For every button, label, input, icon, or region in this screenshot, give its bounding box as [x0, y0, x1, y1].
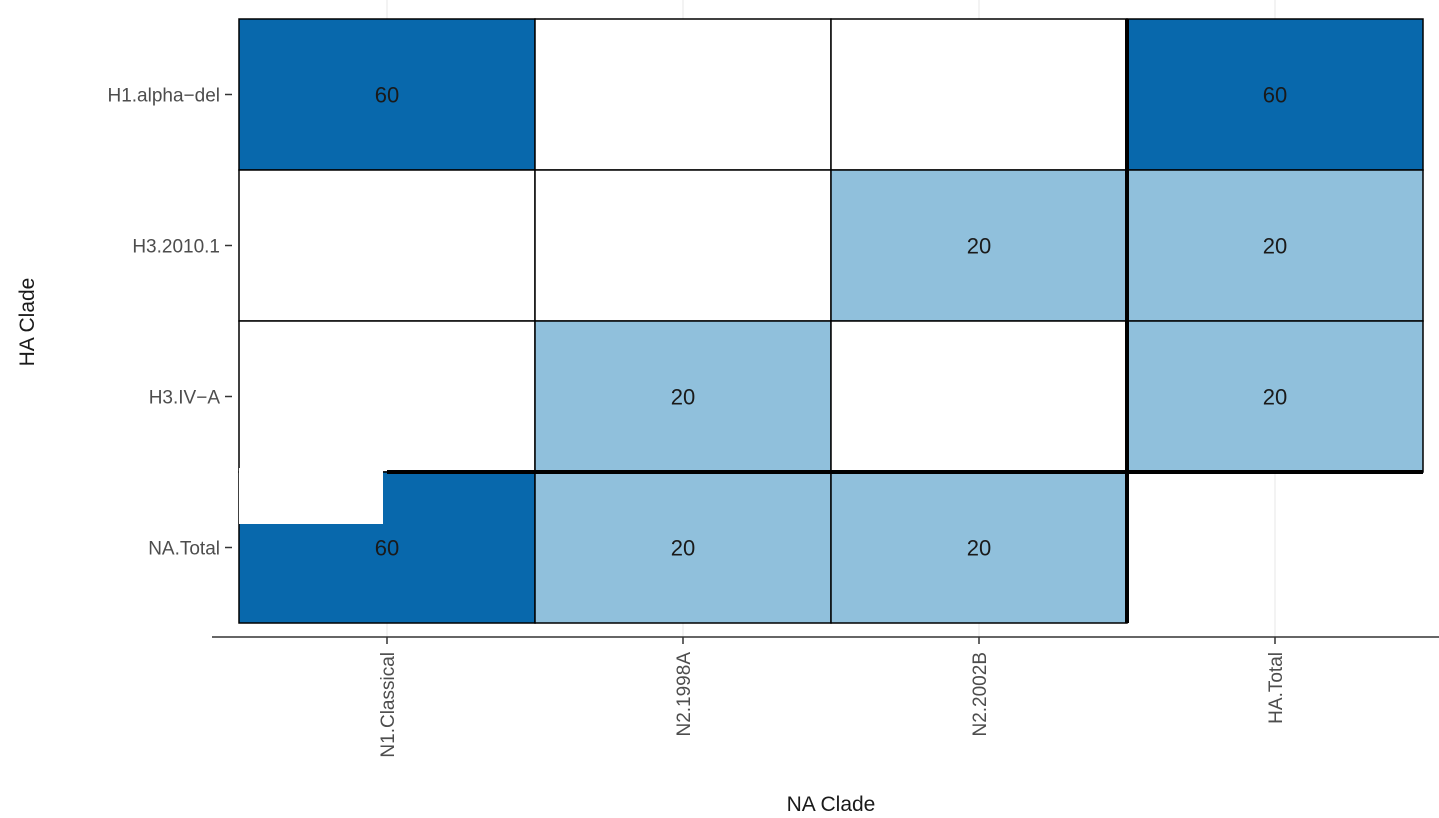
- heatmap-cell: [830, 471, 1128, 624]
- y-tick-label: H1.alpha−del: [107, 86, 220, 107]
- cell-labels: 60 60 20 20 20 20 60 20 20: [375, 83, 1287, 561]
- x-tick-label: N2.1998A: [674, 652, 695, 737]
- heatmap-cell: [534, 169, 832, 322]
- x-tick-label: N2.2002B: [970, 652, 991, 737]
- total-dividers: [239, 19, 1423, 623]
- heatmap-cell: [534, 18, 832, 171]
- x-tick-label: HA.Total: [1266, 652, 1287, 724]
- cell-value-label: 20: [967, 234, 991, 259]
- y-tick-label: H3.2010.1: [132, 237, 220, 258]
- x-tick-label: N1.Classical: [378, 652, 399, 758]
- cell-value-label: 60: [375, 83, 399, 108]
- heatmap-cell: [238, 169, 536, 322]
- y-tick-label: H3.IV−A: [149, 388, 221, 409]
- heatmap-cell: [534, 320, 832, 473]
- render-gap: [239, 468, 383, 524]
- x-axis-ticks: N1.Classical N2.1998A N2.2002B HA.Total: [378, 637, 1287, 758]
- heatmap-cell: [238, 320, 536, 473]
- y-tick-label: NA.Total: [148, 539, 220, 560]
- heatmap-cell: [830, 320, 1128, 473]
- cell-value-label: 60: [375, 536, 399, 561]
- heatmap-cell: [1126, 169, 1424, 322]
- cell-value-label: 20: [671, 536, 695, 561]
- cell-value-label: 60: [1263, 83, 1287, 108]
- heatmap-cell: [830, 169, 1128, 322]
- y-axis-ticks: H1.alpha−del H3.2010.1 H3.IV−A NA.Total: [107, 86, 232, 560]
- heatmap-cell: [238, 18, 536, 171]
- cell-value-label: 20: [967, 536, 991, 561]
- cell-value-label: 20: [671, 385, 695, 410]
- y-axis-title: HA Clade: [16, 278, 39, 367]
- cell-value-label: 20: [1263, 234, 1287, 259]
- x-axis-title: NA Clade: [787, 793, 876, 816]
- cell-value-label: 20: [1263, 385, 1287, 410]
- heatmap-cell: [830, 18, 1128, 171]
- heatmap-cells: [238, 18, 1424, 624]
